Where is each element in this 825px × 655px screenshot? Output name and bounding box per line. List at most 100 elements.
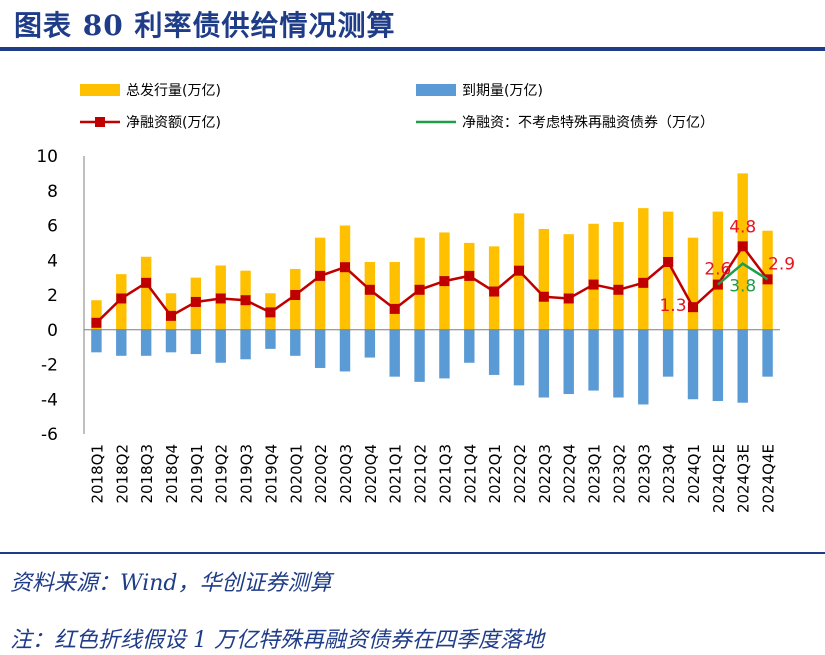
maturity-bar (687, 329, 699, 400)
legend: 总发行量(万亿) 到期量(万亿) 净融资额(万亿) 净融资：不考虑特殊再融资债券… (80, 83, 714, 131)
net-financing-marker (638, 277, 649, 288)
issuance-bar (414, 237, 425, 330)
maturity-bar (215, 329, 226, 363)
data-label: 2.9 (768, 254, 795, 274)
issuance-bar (314, 237, 326, 330)
x-tick-label: 2022Q2 (511, 444, 529, 504)
legend-label-net: 净融资额(万亿) (126, 115, 221, 131)
axes (83, 156, 780, 434)
legend-label-net-ex: 净融资：不考虑特殊再融资债券（万亿） (462, 115, 714, 131)
net-financing-marker (290, 290, 301, 300)
net-financing-marker (688, 302, 698, 313)
x-tick-label: 2018Q4 (163, 444, 181, 504)
net-financing-marker (315, 270, 326, 281)
net-financing-marker (563, 293, 574, 304)
footer-divider (0, 552, 825, 554)
net-financing-marker (190, 296, 201, 307)
data-label: 1.3 (659, 296, 686, 316)
maturity-bar (638, 329, 649, 405)
x-tick-label: 2023Q2 (610, 444, 628, 504)
maturity-bar (314, 329, 326, 368)
x-tick-label: 2018Q3 (138, 444, 156, 504)
data-label: 2.6 (704, 260, 731, 280)
net-financing-marker (514, 265, 524, 276)
x-tick-label: 2020Q3 (337, 444, 355, 504)
header-divider (0, 47, 825, 51)
legend-label-issuance: 总发行量(万亿) (126, 83, 221, 99)
maturity-bar (265, 329, 276, 349)
net-financing-marker (663, 256, 674, 267)
issuance-bar (140, 256, 152, 330)
x-tick-label: 2020Q4 (362, 444, 380, 504)
maturity-bar (165, 329, 177, 353)
x-tick-label: 2019Q1 (188, 444, 206, 504)
maturity-bar (563, 329, 574, 395)
maturity-bar (762, 329, 773, 377)
net-financing-marker (737, 241, 748, 252)
maturity-bar (190, 329, 202, 355)
x-tick-label: 2021Q3 (436, 444, 454, 504)
maturity-bar (339, 329, 351, 372)
x-tick-label: 2021Q4 (461, 444, 479, 504)
y-tick-label: -6 (41, 425, 58, 445)
issuance-bar (389, 261, 400, 330)
y-axis: 10 8 6 4 2 0 -2 -4 -6 (36, 147, 58, 445)
bars (91, 173, 773, 405)
x-tick-label: 2024Q2E (710, 444, 728, 513)
issuance-bar (91, 300, 102, 330)
issuance-bar (588, 223, 599, 330)
net-financing-marker (588, 279, 599, 290)
y-tick-label: -2 (41, 356, 58, 376)
maturity-bar (488, 329, 500, 375)
lines (91, 241, 773, 328)
x-tick-label: 2024Q1 (685, 444, 703, 504)
maturity-bar (613, 329, 624, 398)
issuance-bar (638, 208, 649, 330)
footnote: 注：红色折线假设 1 万亿特殊再融资债券在四季度落地 (10, 628, 544, 653)
net-financing-marker (538, 291, 549, 302)
issuance-bar (538, 228, 550, 330)
maturity-bar (414, 329, 425, 382)
net-financing-marker (364, 284, 375, 295)
net-financing-marker (166, 310, 176, 321)
x-tick-label: 2022Q3 (536, 444, 554, 504)
net-financing-marker (712, 279, 723, 290)
x-tick-label: 2019Q4 (262, 444, 280, 504)
net-financing-marker (141, 277, 152, 288)
issuance-bar (339, 225, 351, 330)
maturity-bar (116, 329, 127, 356)
legend-swatch-maturity (416, 84, 456, 96)
y-tick-label: 2 (47, 286, 58, 306)
y-tick-label: 10 (36, 147, 58, 167)
y-tick-label: 4 (47, 251, 58, 271)
x-tick-label: 2022Q1 (486, 444, 504, 504)
x-tick-label: 2020Q2 (312, 444, 330, 504)
x-tick-label: 2024Q3E (735, 444, 753, 513)
x-tick-label: 2020Q1 (287, 444, 305, 504)
x-tick-label: 2018Q2 (113, 444, 131, 504)
y-tick-label: -4 (41, 390, 58, 410)
net-financing-marker (215, 293, 226, 304)
page-title: 图表 80 利率债供给情况测算 (14, 9, 396, 42)
x-tick-label: 2019Q3 (238, 444, 256, 504)
x-tick-label: 2023Q4 (660, 444, 678, 504)
issuance-bar (687, 237, 699, 330)
x-tick-label: 2019Q2 (213, 444, 231, 504)
net-financing-marker (613, 284, 624, 295)
issuance-bar (613, 222, 624, 330)
x-tick-label: 2022Q4 (561, 444, 579, 504)
net-financing-marker (489, 286, 500, 297)
issuance-bar (364, 261, 376, 330)
net-financing-marker (91, 317, 102, 328)
net-financing-marker (265, 307, 276, 318)
maturity-bar (91, 329, 102, 353)
net-financing-marker (439, 276, 450, 287)
net-financing-marker (240, 295, 251, 306)
y-tick-label: 6 (47, 217, 58, 237)
y-tick-label: 0 (47, 321, 58, 341)
x-axis: 2018Q1 2018Q2 2018Q3 2018Q4 2019Q1 2019Q2 2019… (88, 444, 777, 513)
maturity-bar (513, 329, 525, 386)
maturity-bar (464, 329, 475, 363)
data-label: 3.8 (729, 277, 756, 297)
legend-label-maturity: 到期量(万亿) (462, 83, 543, 99)
